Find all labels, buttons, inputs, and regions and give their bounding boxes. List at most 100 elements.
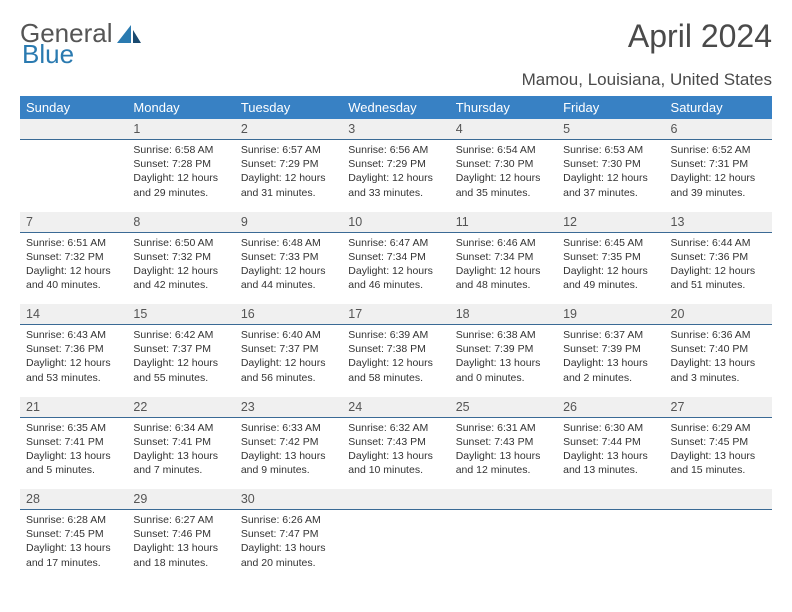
sunset-text: Sunset: 7:30 PM [456,157,551,171]
sunrise-text: Sunrise: 6:50 AM [133,236,228,250]
day-content-cell [557,510,664,582]
sunset-text: Sunset: 7:37 PM [133,342,228,356]
day-number-cell: 28 [20,489,127,510]
daylight-text: Daylight: 12 hours and 56 minutes. [241,356,336,384]
sunrise-text: Sunrise: 6:42 AM [133,328,228,342]
day-number-cell: 25 [450,397,557,418]
daylight-text: Daylight: 13 hours and 0 minutes. [456,356,551,384]
day-content-cell: Sunrise: 6:52 AMSunset: 7:31 PMDaylight:… [665,140,772,212]
sunrise-text: Sunrise: 6:29 AM [671,421,766,435]
sunset-text: Sunset: 7:43 PM [348,435,443,449]
daylight-text: Daylight: 12 hours and 53 minutes. [26,356,121,384]
day-content-cell: Sunrise: 6:47 AMSunset: 7:34 PMDaylight:… [342,232,449,304]
sunrise-text: Sunrise: 6:26 AM [241,513,336,527]
daylight-text: Daylight: 12 hours and 40 minutes. [26,264,121,292]
calendar-table: Sunday Monday Tuesday Wednesday Thursday… [20,96,772,582]
day-number-cell: 2 [235,119,342,140]
day-content-cell: Sunrise: 6:29 AMSunset: 7:45 PMDaylight:… [665,417,772,489]
daylight-text: Daylight: 12 hours and 49 minutes. [563,264,658,292]
day-content-cell: Sunrise: 6:31 AMSunset: 7:43 PMDaylight:… [450,417,557,489]
daylight-text: Daylight: 12 hours and 44 minutes. [241,264,336,292]
daylight-text: Daylight: 12 hours and 29 minutes. [133,171,228,199]
day-content-cell: Sunrise: 6:44 AMSunset: 7:36 PMDaylight:… [665,232,772,304]
daylight-text: Daylight: 13 hours and 17 minutes. [26,541,121,569]
daylight-text: Daylight: 13 hours and 20 minutes. [241,541,336,569]
daylight-text: Daylight: 13 hours and 3 minutes. [671,356,766,384]
sunset-text: Sunset: 7:46 PM [133,527,228,541]
sunrise-text: Sunrise: 6:45 AM [563,236,658,250]
day-number-cell: 10 [342,212,449,233]
day-content-cell: Sunrise: 6:39 AMSunset: 7:38 PMDaylight:… [342,325,449,397]
sunrise-text: Sunrise: 6:32 AM [348,421,443,435]
day-number-cell: 9 [235,212,342,233]
sunset-text: Sunset: 7:32 PM [26,250,121,264]
day-number-cell: 13 [665,212,772,233]
day-content-cell: Sunrise: 6:40 AMSunset: 7:37 PMDaylight:… [235,325,342,397]
day-content-cell: Sunrise: 6:27 AMSunset: 7:46 PMDaylight:… [127,510,234,582]
weekday-header: Monday [127,96,234,119]
daylight-text: Daylight: 13 hours and 13 minutes. [563,449,658,477]
day-content-cell [342,510,449,582]
sunset-text: Sunset: 7:32 PM [133,250,228,264]
day-content-cell: Sunrise: 6:32 AMSunset: 7:43 PMDaylight:… [342,417,449,489]
day-number-cell [450,489,557,510]
sunset-text: Sunset: 7:34 PM [456,250,551,264]
day-content-cell: Sunrise: 6:48 AMSunset: 7:33 PMDaylight:… [235,232,342,304]
daylight-text: Daylight: 12 hours and 39 minutes. [671,171,766,199]
sunrise-text: Sunrise: 6:44 AM [671,236,766,250]
sunset-text: Sunset: 7:42 PM [241,435,336,449]
daylight-text: Daylight: 13 hours and 12 minutes. [456,449,551,477]
day-number-row: 21222324252627 [20,397,772,418]
sunrise-text: Sunrise: 6:56 AM [348,143,443,157]
day-number-cell: 8 [127,212,234,233]
day-number-cell: 7 [20,212,127,233]
day-number-cell [665,489,772,510]
day-number-cell: 1 [127,119,234,140]
sunset-text: Sunset: 7:41 PM [26,435,121,449]
day-number-cell: 12 [557,212,664,233]
day-number-cell: 5 [557,119,664,140]
logo-text-2: Blue [22,39,74,69]
sunrise-text: Sunrise: 6:30 AM [563,421,658,435]
page-title: April 2024 [628,18,772,55]
day-number-cell: 14 [20,304,127,325]
day-number-cell: 27 [665,397,772,418]
sunrise-text: Sunrise: 6:48 AM [241,236,336,250]
day-content-cell: Sunrise: 6:51 AMSunset: 7:32 PMDaylight:… [20,232,127,304]
day-content-row: Sunrise: 6:43 AMSunset: 7:36 PMDaylight:… [20,325,772,397]
day-number-cell [557,489,664,510]
day-number-row: 282930 [20,489,772,510]
day-content-cell: Sunrise: 6:26 AMSunset: 7:47 PMDaylight:… [235,510,342,582]
daylight-text: Daylight: 13 hours and 7 minutes. [133,449,228,477]
sunrise-text: Sunrise: 6:51 AM [26,236,121,250]
sunrise-text: Sunrise: 6:38 AM [456,328,551,342]
daylight-text: Daylight: 12 hours and 37 minutes. [563,171,658,199]
day-content-cell [20,140,127,212]
sunrise-text: Sunrise: 6:34 AM [133,421,228,435]
sunset-text: Sunset: 7:37 PM [241,342,336,356]
sunrise-text: Sunrise: 6:36 AM [671,328,766,342]
day-number-row: 123456 [20,119,772,140]
sunset-text: Sunset: 7:40 PM [671,342,766,356]
daylight-text: Daylight: 12 hours and 31 minutes. [241,171,336,199]
day-content-cell: Sunrise: 6:46 AMSunset: 7:34 PMDaylight:… [450,232,557,304]
sunrise-text: Sunrise: 6:40 AM [241,328,336,342]
sunrise-text: Sunrise: 6:57 AM [241,143,336,157]
sunset-text: Sunset: 7:45 PM [671,435,766,449]
sunrise-text: Sunrise: 6:46 AM [456,236,551,250]
day-content-cell: Sunrise: 6:34 AMSunset: 7:41 PMDaylight:… [127,417,234,489]
day-number-cell: 17 [342,304,449,325]
day-number-cell: 16 [235,304,342,325]
day-number-cell: 20 [665,304,772,325]
day-number-cell: 6 [665,119,772,140]
day-content-row: Sunrise: 6:35 AMSunset: 7:41 PMDaylight:… [20,417,772,489]
day-content-row: Sunrise: 6:28 AMSunset: 7:45 PMDaylight:… [20,510,772,582]
sunrise-text: Sunrise: 6:54 AM [456,143,551,157]
day-number-cell: 21 [20,397,127,418]
day-number-cell [342,489,449,510]
daylight-text: Daylight: 12 hours and 48 minutes. [456,264,551,292]
day-content-cell: Sunrise: 6:37 AMSunset: 7:39 PMDaylight:… [557,325,664,397]
daylight-text: Daylight: 12 hours and 35 minutes. [456,171,551,199]
daylight-text: Daylight: 13 hours and 15 minutes. [671,449,766,477]
sunrise-text: Sunrise: 6:52 AM [671,143,766,157]
